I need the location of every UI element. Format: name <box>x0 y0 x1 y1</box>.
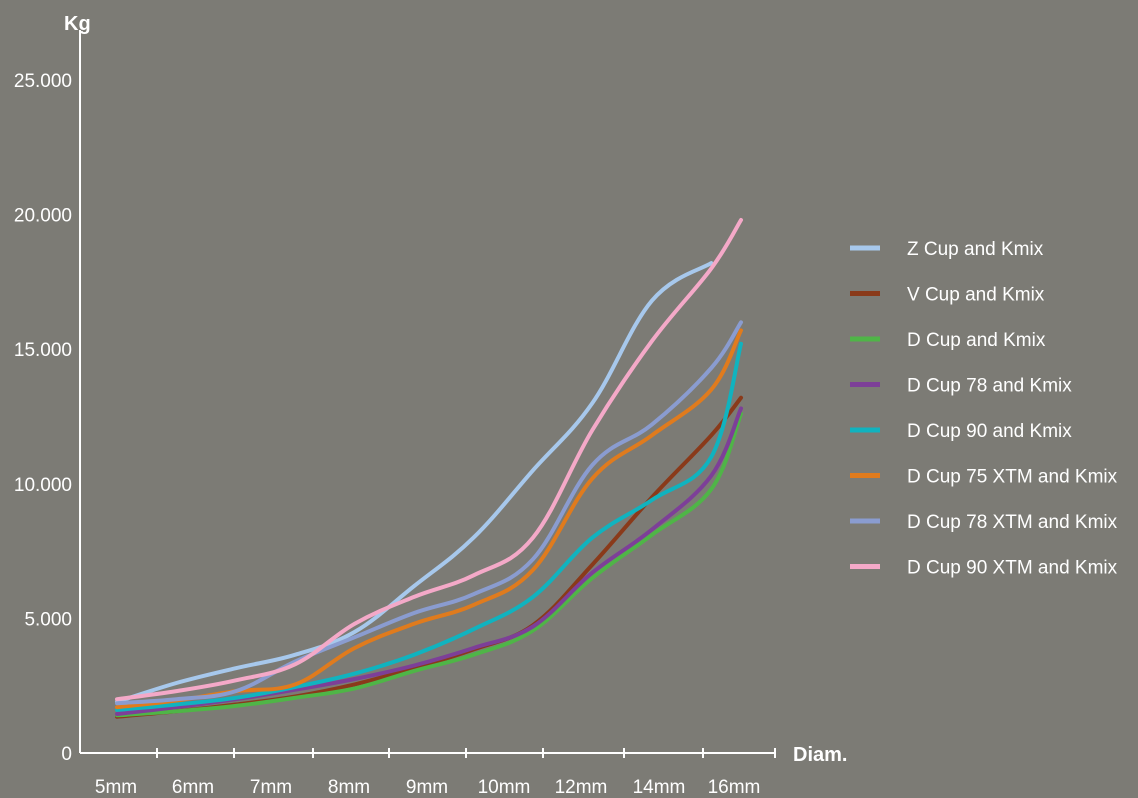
legend: Z Cup and Kmix V Cup and Kmix D Cup and Km… <box>850 239 1118 579</box>
legend-label: D Cup 75 XTM and Kmix <box>907 467 1118 488</box>
legend-label: V Cup and Kmix <box>907 285 1045 306</box>
legend-label: D Cup 78 XTM and Kmix <box>907 512 1118 533</box>
series-line-8 <box>115 218 743 702</box>
legend-label: D Cup 78 and Kmix <box>907 376 1072 397</box>
y-tick-label: 20.000 <box>14 206 72 227</box>
x-tick-label: 9mm <box>406 777 448 798</box>
y-tick-label: 5.000 <box>24 609 72 630</box>
legend-label: Z Cup and Kmix <box>907 239 1044 260</box>
series-line-3 <box>115 411 743 718</box>
x-tick-label: 10mm <box>478 777 531 798</box>
x-tick-label: 5mm <box>95 777 137 798</box>
legend-label: D Cup 90 and Kmix <box>907 421 1072 442</box>
series-line-1 <box>115 261 714 704</box>
x-tick-label: 12mm <box>555 777 608 798</box>
y-tick-label: 0 <box>61 744 72 765</box>
x-axis-title: Diam. <box>793 744 847 766</box>
x-tick-label: 16mm <box>708 777 761 798</box>
y-tick-label: 25.000 <box>14 71 72 92</box>
x-tick-label: 8mm <box>328 777 370 798</box>
series-line-7 <box>115 320 743 706</box>
legend-label: D Cup 90 XTM and Kmix <box>907 558 1118 579</box>
legend-label: D Cup and Kmix <box>907 330 1046 351</box>
y-axis-title: Kg <box>64 13 91 35</box>
y-tick-label: 15.000 <box>14 340 72 361</box>
axes: 0 5.000 10.000 15.000 20.000 25.000 Kg Diam. 5mm… <box>14 13 848 798</box>
series-line-5 <box>115 341 743 712</box>
x-tick-label: 7mm <box>250 777 292 798</box>
x-tick-label: 6mm <box>172 777 214 798</box>
x-tick-label: 14mm <box>633 777 686 798</box>
y-tick-label: 10.000 <box>14 475 72 496</box>
series-lines <box>115 218 743 719</box>
